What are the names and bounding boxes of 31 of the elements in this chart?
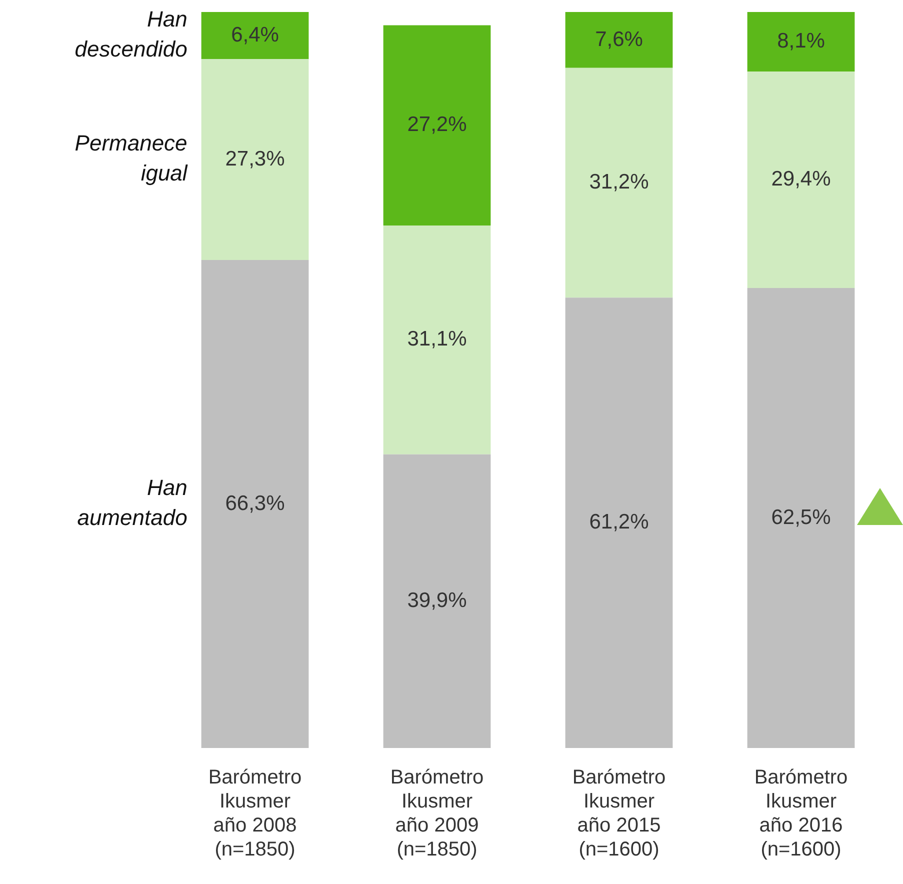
x-tick-label: Barómetro Ikusmer año 2009 (n=1850) — [390, 766, 484, 861]
series-label: Permanece igual — [74, 130, 188, 186]
bar — [383, 454, 491, 748]
series-label: Han descendido — [74, 6, 188, 62]
data-label: 39,9% — [407, 588, 467, 612]
bar — [565, 68, 673, 298]
data-label: 27,3% — [225, 147, 285, 170]
bar — [747, 288, 855, 748]
bar — [565, 298, 673, 748]
bar — [383, 225, 491, 454]
bar — [565, 12, 673, 68]
data-label: 62,5% — [771, 506, 831, 529]
data-label: 7,6% — [595, 28, 643, 51]
data-label: 31,1% — [407, 328, 467, 351]
bar — [201, 59, 309, 260]
series-label: Han aumentado — [77, 475, 188, 530]
data-label: 6,4% — [231, 23, 279, 46]
bar — [747, 72, 855, 288]
x-tick-label: Barómetro Ikusmer año 2008 (n=1850) — [208, 766, 302, 861]
bar — [747, 12, 855, 72]
bar — [201, 260, 309, 748]
data-label: 31,2% — [589, 170, 649, 194]
data-label: 66,3% — [225, 492, 285, 515]
data-label: 8,1% — [777, 30, 825, 53]
bar — [383, 25, 491, 226]
data-label: 29,4% — [771, 168, 831, 191]
data-label: 61,2% — [589, 510, 649, 534]
bar — [201, 12, 309, 60]
data-label: 27,2% — [407, 113, 467, 136]
x-tick-label: Barómetro Ikusmer año 2016 (n=1600) — [754, 766, 848, 861]
x-tick-label: Barómetro Ikusmer año 2015 (n=1600) — [572, 766, 666, 861]
